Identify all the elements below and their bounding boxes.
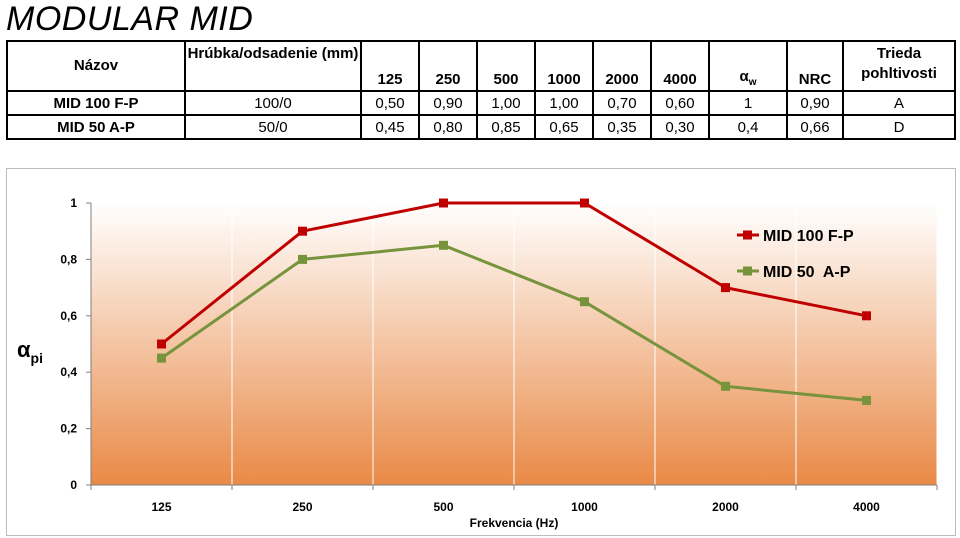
data-point <box>298 226 307 236</box>
table-cell: 0,35 <box>592 114 652 140</box>
data-point <box>580 297 589 307</box>
data-point <box>862 311 871 321</box>
table-cell: 0,30 <box>650 114 710 140</box>
header-1000: 1000 <box>534 40 594 92</box>
table-row: MID 50 A-P 50/0 0,45 0,80 0,85 0,65 0,35… <box>6 114 956 140</box>
x-tick-label: 500 <box>433 500 453 514</box>
header-500: 500 <box>476 40 536 92</box>
y-tick-label: 0,8 <box>60 252 77 266</box>
header-thickness: Hrúbka/odsadenie (mm) <box>184 40 362 92</box>
x-axis-label: Frekvencia (Hz) <box>470 516 559 530</box>
header-class: Trieda pohltivosti <box>842 40 956 92</box>
table-cell: 100/0 <box>184 90 362 116</box>
series-line <box>160 243 867 402</box>
x-tick-label: 2000 <box>712 500 739 514</box>
legend-marker <box>743 230 752 240</box>
data-point <box>157 353 166 363</box>
data-point <box>721 381 730 391</box>
header-name: Názov <box>6 40 186 92</box>
table-cell: D <box>842 114 956 140</box>
table-cell: 0,80 <box>418 114 478 140</box>
x-tick-label: 1000 <box>571 500 598 514</box>
table-row: MID 100 F-P 100/0 0,50 0,90 1,00 1,00 0,… <box>6 90 956 116</box>
header-2000: 2000 <box>592 40 652 92</box>
data-point <box>439 240 448 250</box>
x-tick-label: 250 <box>292 500 312 514</box>
y-tick-label: 0 <box>70 478 77 492</box>
y-tick-label: 0,2 <box>60 422 77 436</box>
data-point <box>298 254 307 264</box>
y-axis-label: αpi <box>17 337 43 366</box>
header-4000: 4000 <box>650 40 710 92</box>
header-250: 250 <box>418 40 478 92</box>
data-point <box>439 198 448 208</box>
x-tick-label: 125 <box>151 500 171 514</box>
table-cell: A <box>842 90 956 116</box>
spec-table: Názov Hrúbka/odsadenie (mm) 125 250 500 … <box>6 40 956 140</box>
table-cell: 1,00 <box>534 90 594 116</box>
header-nrc: NRC <box>786 40 844 92</box>
y-tick-label: 0,4 <box>60 365 77 379</box>
table-cell: 0,85 <box>476 114 536 140</box>
chart-container: 0 0,2 0,4 0,6 0,8 1 125 250 500 1000 2000 4000 αpi … <box>6 168 956 536</box>
table-cell: 0,50 <box>360 90 420 116</box>
data-point <box>721 283 730 293</box>
table-cell: 0,66 <box>786 114 844 140</box>
data-point <box>157 339 166 349</box>
page-title: MODULAR MID <box>6 0 254 38</box>
table-cell: MID 50 A-P <box>6 114 186 140</box>
table-cell: 0,90 <box>418 90 478 116</box>
header-125: 125 <box>360 40 420 92</box>
data-point <box>862 395 871 405</box>
table-cell: MID 100 F-P <box>6 90 186 116</box>
table-cell: 50/0 <box>184 114 362 140</box>
legend-label: MID 100 F-P <box>763 228 854 245</box>
series-line <box>160 201 867 346</box>
legend-label: MID 50 A-P <box>763 264 851 281</box>
table-cell: 1,00 <box>476 90 536 116</box>
table-cell: 0,45 <box>360 114 420 140</box>
header-alpha-w: αw <box>708 40 788 92</box>
table-cell: 0,70 <box>592 90 652 116</box>
y-tick-label: 1 <box>70 196 77 210</box>
table-cell: 0,4 <box>708 114 788 140</box>
table-cell: 1 <box>708 90 788 116</box>
table-header-row: Názov Hrúbka/odsadenie (mm) 125 250 500 … <box>6 40 956 92</box>
table-cell: 0,90 <box>786 90 844 116</box>
x-tick-label: 4000 <box>853 500 880 514</box>
table-cell: 0,60 <box>650 90 710 116</box>
legend-marker <box>743 266 752 276</box>
table-cell: 0,65 <box>534 114 594 140</box>
y-tick-label: 0,6 <box>60 309 77 323</box>
data-point <box>580 198 589 208</box>
